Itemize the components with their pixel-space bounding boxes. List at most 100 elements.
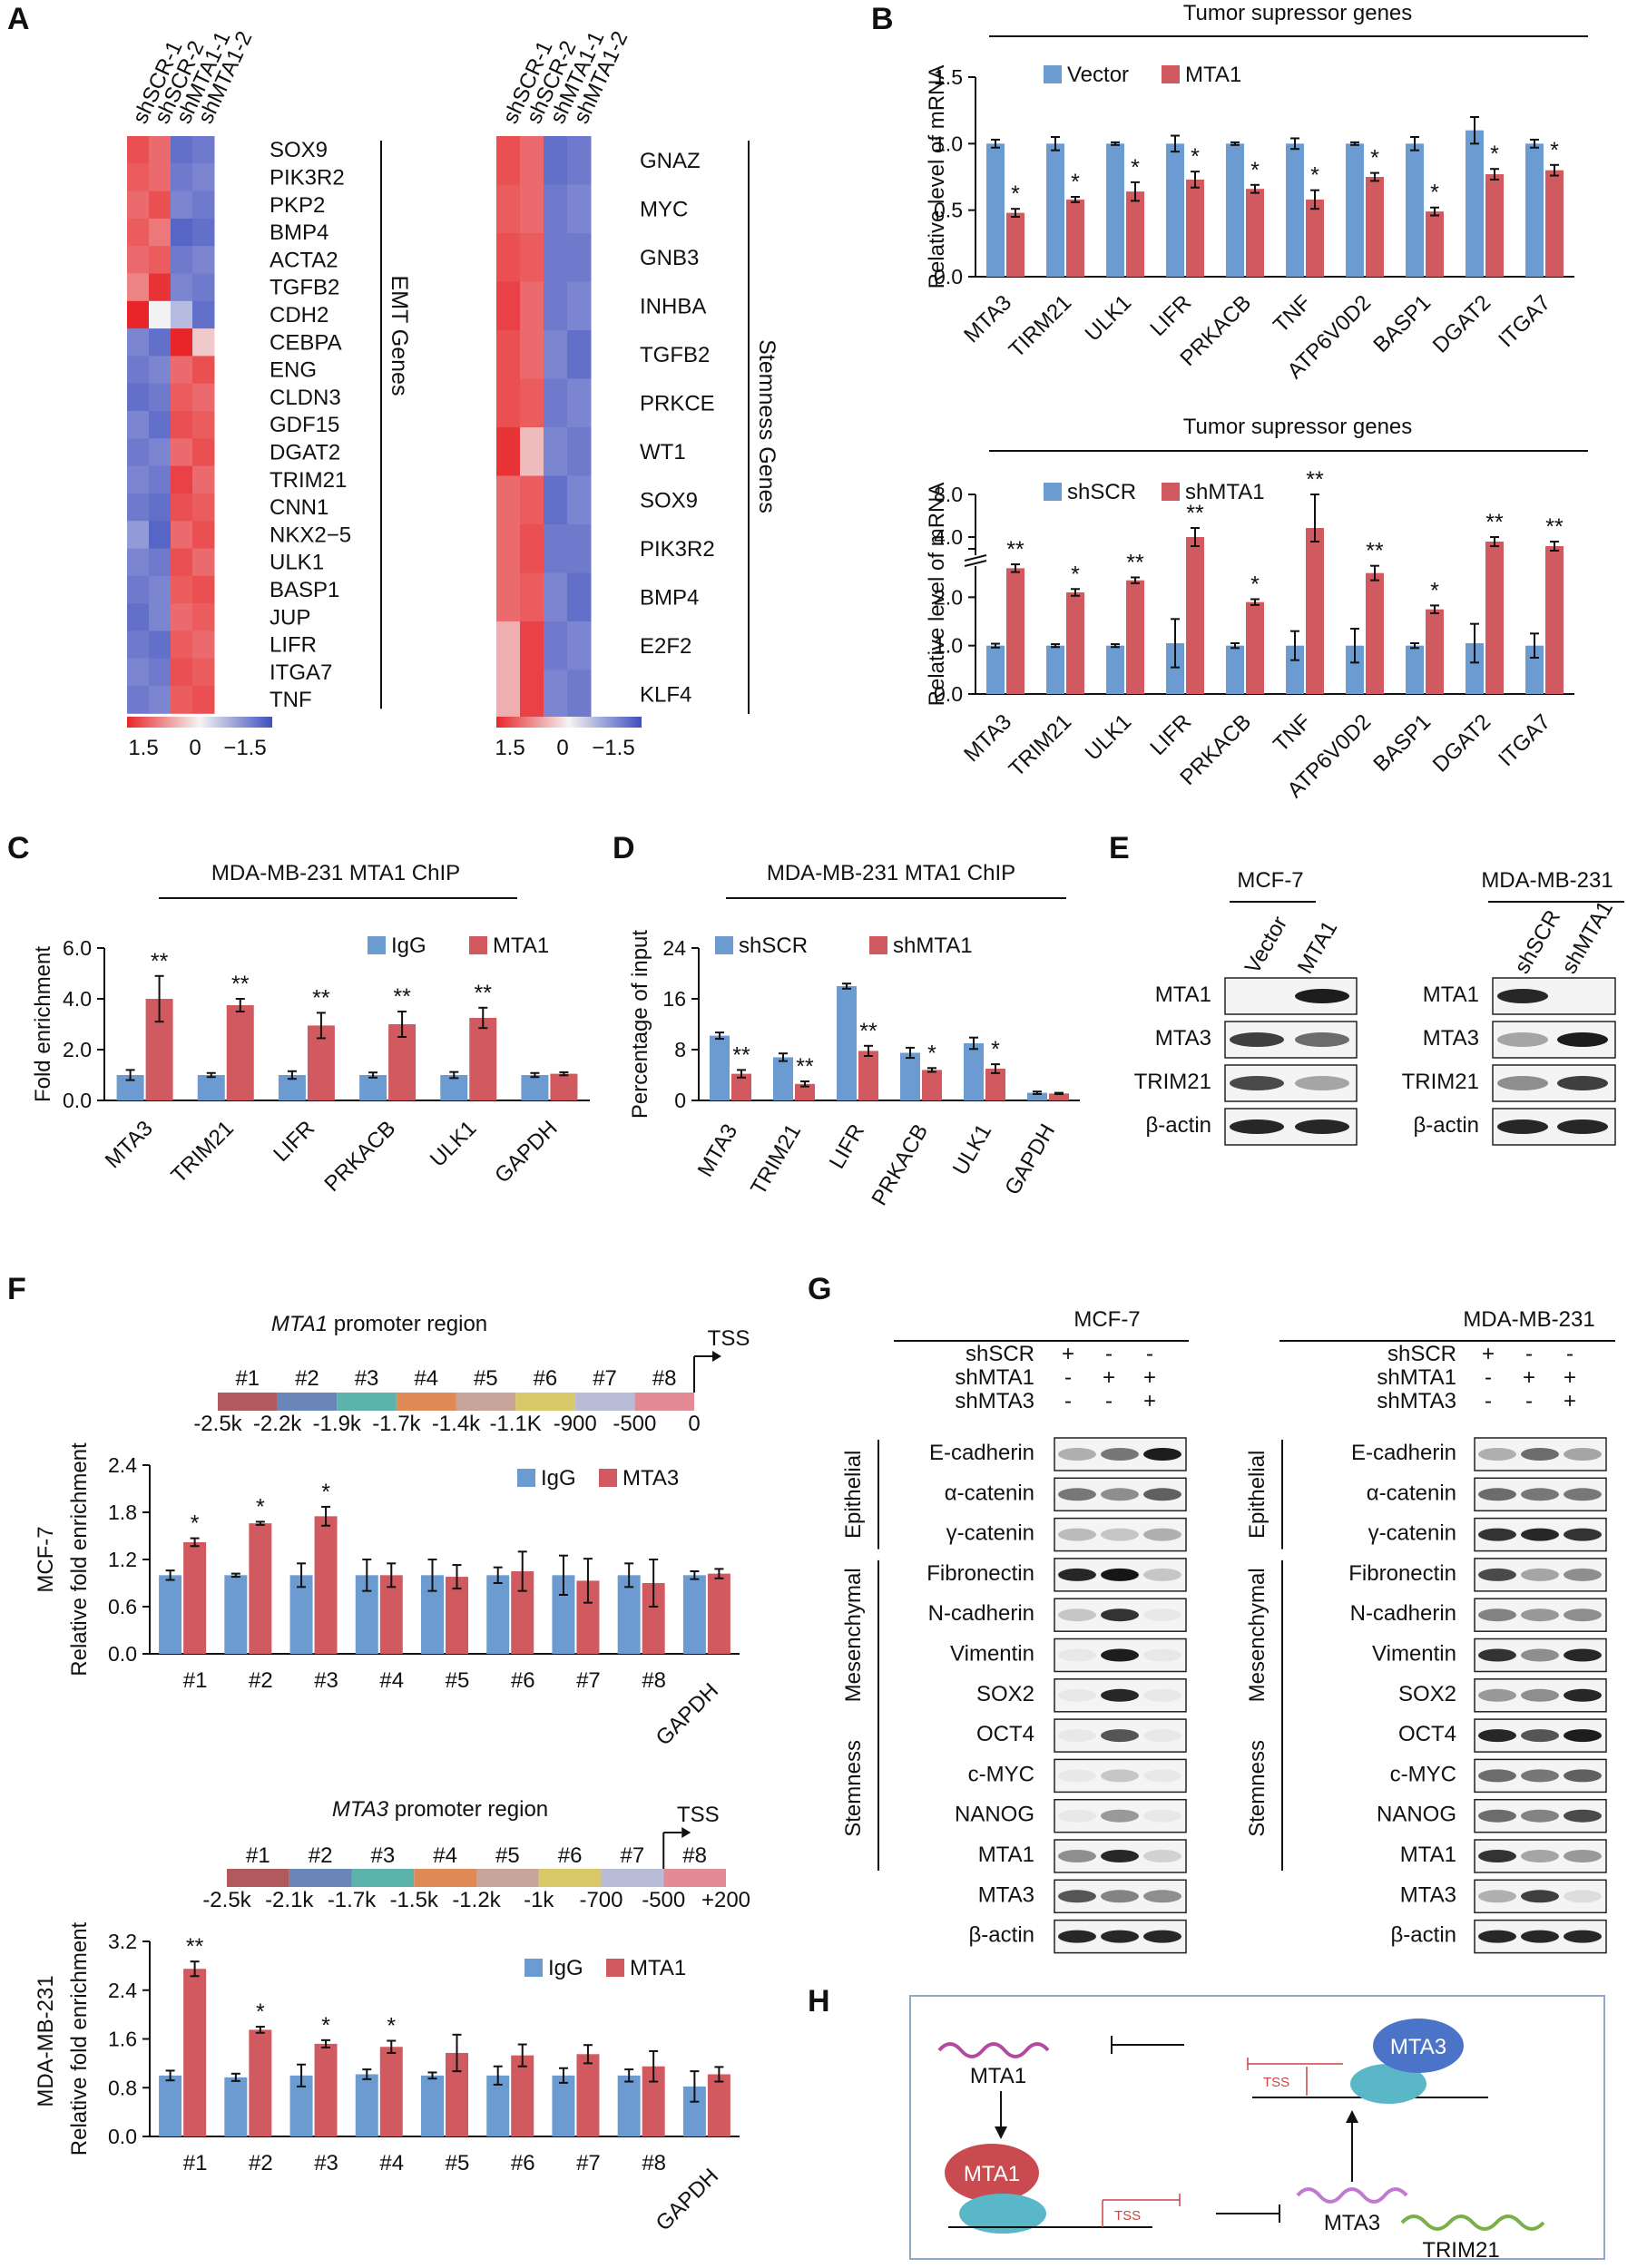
promoter-region-label: #6	[558, 1843, 583, 1868]
emt-genes-label: EMT Genes	[387, 276, 412, 396]
y-tick-label: 3.2	[108, 1930, 137, 1953]
f-top-cell-label: MCF-7	[34, 1526, 58, 1592]
band	[1564, 1729, 1602, 1743]
x-tick-label: LIFR	[1145, 709, 1196, 760]
band	[1564, 1488, 1602, 1501]
y-tick-label: 1.5	[934, 65, 963, 89]
mta1-promoter-map: #1 #2 #3 #4 #5 #6 #7 #8 -2.5k -2.2k -1.9k -1.7k -1.4…	[193, 1326, 750, 1436]
band	[1295, 1076, 1349, 1090]
g-row-label: E-cadherin	[929, 1441, 1034, 1465]
legend-swatch-shscr	[715, 936, 733, 954]
emt-cell	[127, 328, 150, 357]
band	[1058, 1930, 1096, 1943]
g-row-label: γ-catenin	[946, 1521, 1034, 1546]
promoter-position-label: -2.2k	[253, 1412, 302, 1436]
emt-gene-label: CEBPA	[270, 330, 342, 355]
legend-label-shscr: shSCR	[739, 934, 808, 958]
promoter-region	[634, 1393, 694, 1411]
promoter-region	[351, 1869, 415, 1887]
bar-igg	[159, 1575, 182, 1654]
e-right-row-label: β-actin	[1414, 1113, 1480, 1138]
e-left-title: MCF-7	[1237, 868, 1303, 893]
panel-h-model: MTA1 TSS MTA3 MTA3 TRIM21 MTA1 TSS	[909, 1995, 1605, 2263]
significance-star: **	[393, 984, 411, 1010]
y-tick-label: 0.6	[108, 1595, 137, 1618]
g-blot	[1054, 1758, 1187, 1794]
emt-cell	[171, 191, 193, 220]
band	[1521, 1448, 1559, 1461]
emt-cell	[192, 521, 215, 549]
bar-shmta1	[1126, 580, 1144, 694]
bar-mta1	[1246, 189, 1264, 277]
x-tick-label: MTA3	[959, 709, 1016, 767]
g-condition-sign: +	[1103, 1365, 1115, 1390]
g-block-title: MCF-7	[1073, 1307, 1140, 1332]
band	[1478, 1688, 1516, 1702]
emt-cell	[192, 136, 215, 164]
g-row-label: OCT4	[976, 1722, 1034, 1746]
bar-mta1	[183, 1969, 207, 2136]
bar-igg	[552, 2075, 575, 2136]
bar-shmta1	[1366, 572, 1384, 694]
emt-cell	[192, 548, 215, 577]
g-group-label: Epithelial	[1245, 1451, 1270, 1539]
emt-cell	[192, 356, 215, 385]
g-row-label: MTA1	[1400, 1843, 1456, 1867]
promoter-region-label: #2	[309, 1843, 333, 1868]
emt-cell	[171, 273, 193, 302]
legend-swatch-mta1	[1162, 65, 1180, 83]
bar-mta1	[1066, 199, 1084, 277]
legend-label-mta1: MTA1	[493, 934, 549, 958]
band	[1101, 1729, 1139, 1743]
mta1-promoter-gene: MTA1	[271, 1312, 328, 1336]
e-left-lane-label: Vector	[1240, 913, 1292, 978]
g-condition-sign: -	[1525, 1389, 1533, 1413]
x-tick-label: #5	[446, 1668, 470, 1693]
mta3-promoter-suffix: promoter region	[388, 1797, 548, 1822]
y-tick-label: 0.0	[934, 265, 963, 288]
stem-gene-label: PRKCE	[640, 391, 715, 415]
band	[1497, 1032, 1548, 1047]
emt-cell	[149, 631, 172, 660]
legend-swatch-mta1	[606, 1959, 624, 1977]
emt-cell	[192, 383, 215, 412]
band	[1101, 1850, 1139, 1862]
bar-mta3	[379, 1575, 403, 1654]
emt-cell	[149, 493, 172, 522]
stem-cell	[567, 524, 592, 573]
x-tick-label: #8	[642, 2151, 666, 2175]
x-tick-label: LIFR	[269, 1116, 319, 1167]
x-tick-label: #6	[511, 2151, 535, 2175]
emt-cell	[171, 548, 193, 577]
bar-vector	[1346, 143, 1364, 277]
x-tick-label: LIFR	[1145, 290, 1196, 341]
stem-cell	[520, 330, 544, 379]
x-tick-label: PRKACB	[867, 1120, 933, 1210]
bar-igg	[289, 1575, 313, 1654]
significance-star: *	[1071, 562, 1080, 587]
band	[1143, 1568, 1181, 1581]
emt-cell	[149, 411, 172, 439]
bar-mta3	[707, 1573, 730, 1654]
promoter-position-label: +200	[701, 1888, 750, 1912]
g-row-label: c-MYC	[968, 1762, 1034, 1786]
legend-label-mta3: MTA3	[623, 1466, 679, 1491]
x-tick-label: #4	[379, 1668, 404, 1693]
band	[1521, 1809, 1559, 1823]
bar-mta3	[314, 1516, 338, 1654]
band	[1101, 1890, 1139, 1903]
stem-cell	[496, 330, 521, 379]
legend-swatch-igg	[368, 936, 386, 954]
stem-cell	[544, 281, 568, 331]
y-tick-label: 2.4	[108, 1453, 137, 1477]
band	[1521, 1930, 1559, 1943]
bar-shmta1	[858, 1051, 878, 1100]
g-condition-sign: -	[1146, 1342, 1153, 1366]
g-condition-label: shMTA3	[955, 1389, 1034, 1413]
band	[1101, 1608, 1139, 1622]
bar-vector	[1466, 130, 1484, 277]
bar-igg	[355, 2074, 378, 2136]
g-group-label: Mesenchymal	[1245, 1568, 1270, 1702]
promoter-position-label: -1.1K	[489, 1412, 541, 1436]
